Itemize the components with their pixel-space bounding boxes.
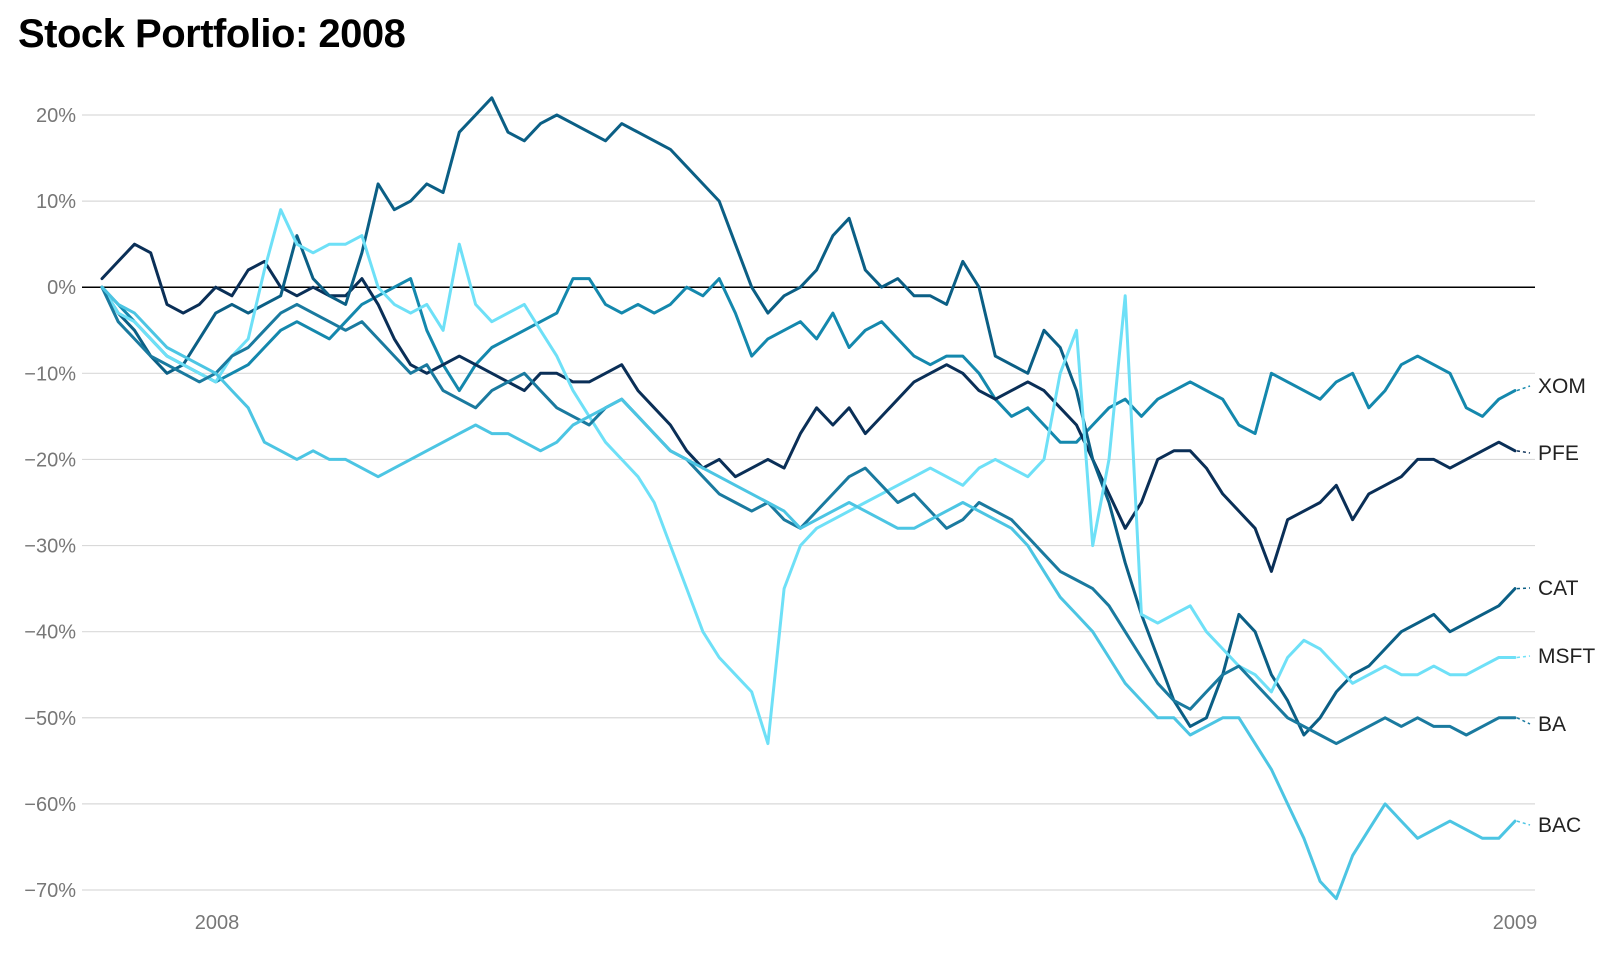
series-label-connector (1516, 655, 1531, 659)
series-lines (100, 96, 1517, 901)
series-label-cat: CAT (1538, 577, 1579, 600)
y-tick-label: −30% (24, 536, 76, 558)
series-label-connector (1516, 450, 1531, 454)
y-tick-label: −10% (24, 363, 76, 385)
series-label-connector (1516, 717, 1531, 725)
series-label-connector (1516, 587, 1531, 590)
x-tick-label: 2009 (1493, 912, 1538, 934)
series-label-ba: BA (1538, 713, 1566, 736)
y-tick-label: −50% (24, 708, 76, 730)
x-axis-ticks: 2008 2009 (195, 912, 1538, 934)
gridlines (82, 114, 1535, 891)
series-line-cat (100, 96, 1517, 737)
chart-title: Stock Portfolio: 2008 (18, 12, 406, 56)
series-label-pfe: PFE (1538, 442, 1579, 465)
series-line-bac (100, 285, 1517, 901)
series-label-connector (1516, 385, 1531, 392)
y-tick-label: 20% (36, 105, 76, 127)
y-axis-ticks: 20% 10% 0% −10% −20% −30% −40% −50% −60% −70% (24, 105, 76, 902)
series-end-labels: XOM PFE CAT MSFT BA BAC (1516, 375, 1595, 837)
series-line-ba (100, 285, 1517, 746)
series-label-xom: XOM (1538, 375, 1586, 398)
series-label-msft: MSFT (1538, 645, 1595, 668)
series-label-connector (1516, 820, 1531, 826)
y-tick-label: 10% (36, 191, 76, 213)
series-line-xom (100, 277, 1517, 444)
y-tick-label: −20% (24, 449, 76, 471)
series-line-msft (100, 208, 1517, 746)
series-label-bac: BAC (1538, 814, 1581, 837)
y-tick-label: 0% (47, 277, 76, 299)
y-tick-label: −70% (24, 880, 76, 902)
series-line-pfe (100, 242, 1517, 573)
x-tick-label: 2008 (195, 912, 240, 934)
y-tick-label: −40% (24, 622, 76, 644)
y-tick-label: −60% (24, 794, 76, 816)
